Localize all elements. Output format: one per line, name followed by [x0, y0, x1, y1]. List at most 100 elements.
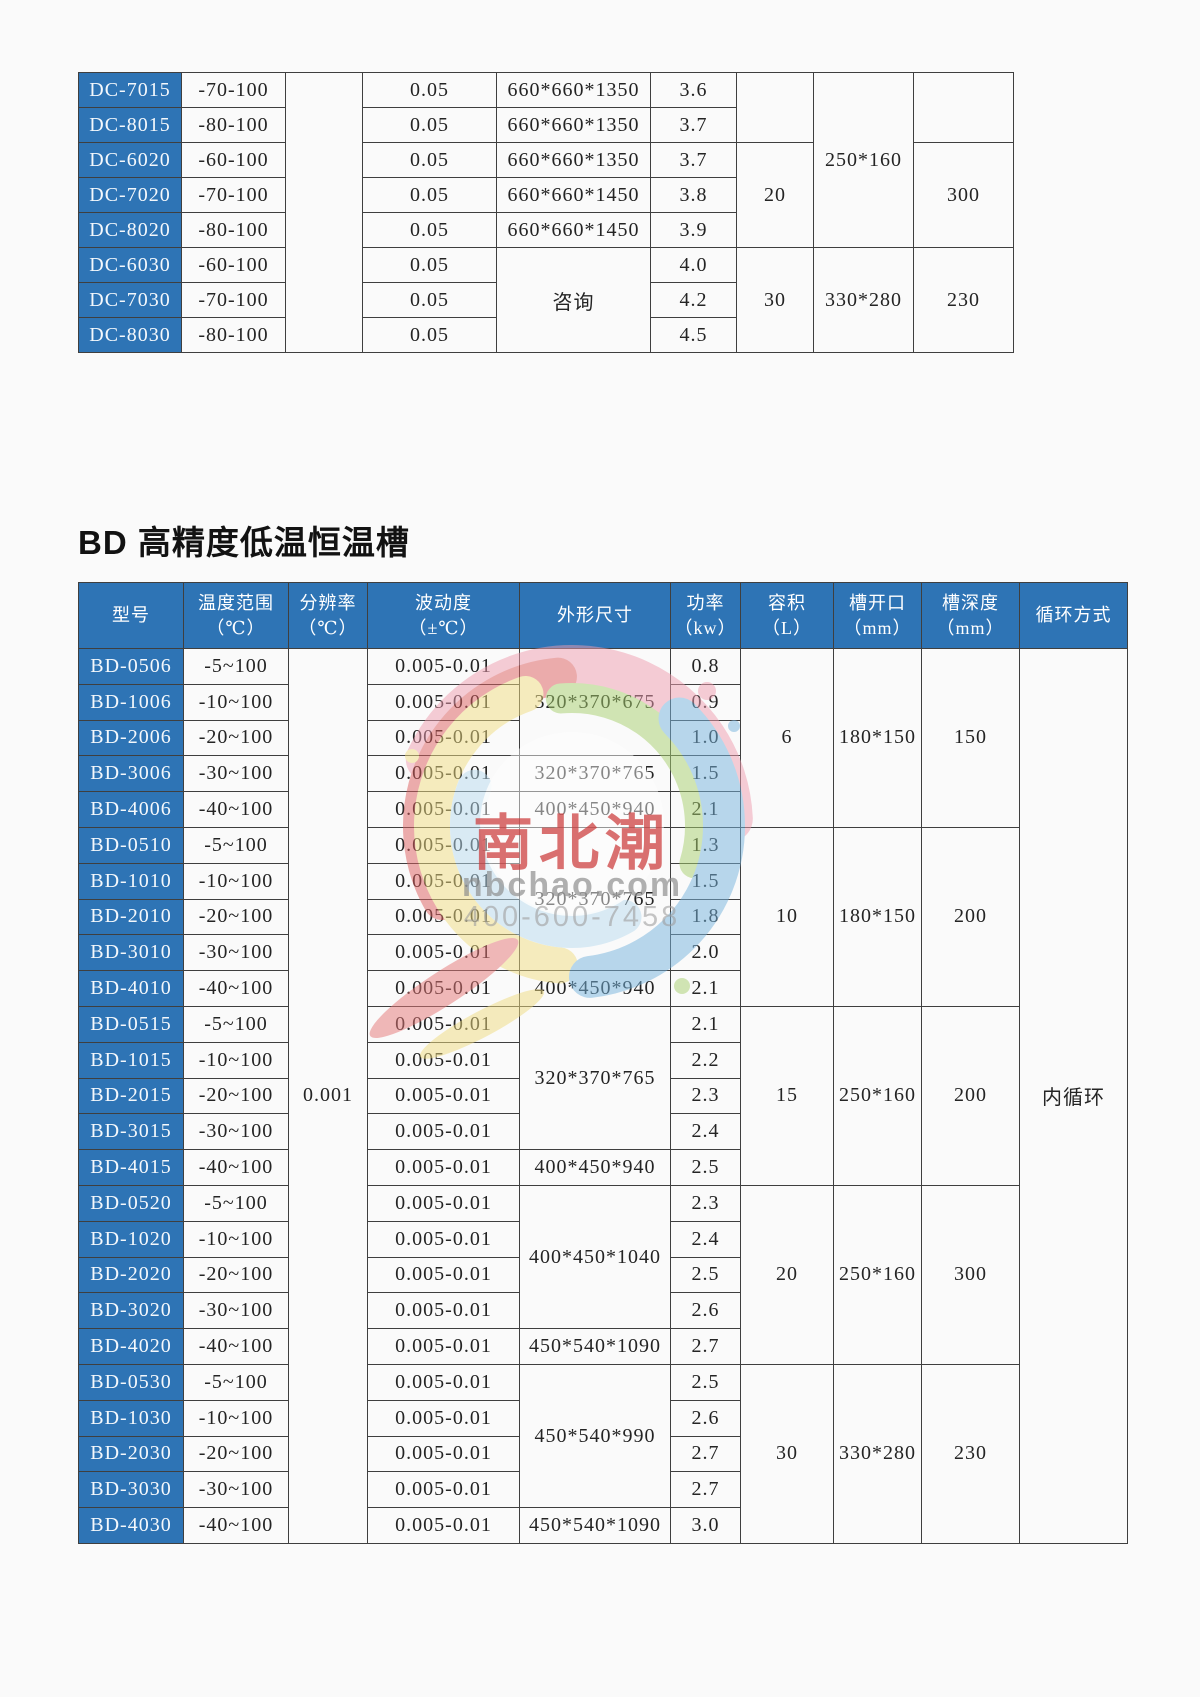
column-header: 容积 （L） [740, 582, 834, 649]
data-cell: 0.05 [362, 317, 497, 353]
model-cell: BD-2010 [78, 898, 184, 936]
data-cell: 2.1 [670, 970, 741, 1007]
data-cell: -20~100 [183, 1435, 289, 1473]
column-header-line: 型号 [112, 605, 150, 625]
column-header: 外形尺寸 [519, 582, 671, 649]
data-cell: 4.2 [650, 282, 737, 318]
data-cell: 0.005-0.01 [367, 934, 520, 972]
data-cell: 330*280 [833, 1363, 922, 1544]
data-cell: 3.0 [670, 1507, 741, 1544]
column-header: 型号 [78, 582, 184, 649]
data-cell: 2.4 [670, 1220, 741, 1258]
data-cell: 320*370*765 [519, 1005, 671, 1151]
data-cell: 0.9 [670, 683, 741, 721]
data-cell: -70-100 [181, 282, 286, 318]
table-row: DC-7015 -70-100 0.05 660*660*1350 3.6 250*160 [78, 72, 1014, 353]
column-header-line: （±℃） [408, 617, 479, 638]
data-cell: 230 [921, 1363, 1020, 1544]
data-cell: 0.005-0.01 [367, 1113, 520, 1151]
model-cell: BD-1010 [78, 862, 184, 900]
data-cell: 3.7 [650, 142, 737, 178]
model-cell: DC-7020 [78, 177, 182, 213]
data-cell: 0.005-0.01 [367, 1399, 520, 1437]
column-header: 槽开口 （mm） [833, 582, 922, 649]
bd-series-spec-table: 型号 温度范围 （℃） 分辨率 （℃） 波动度 （±℃） 外形尺寸 功率 （kw） 容积 （L） 槽开口… [78, 582, 1128, 1544]
data-cell: 2.2 [670, 1041, 741, 1079]
data-cell [913, 72, 1014, 143]
data-cell: -30~100 [183, 934, 289, 972]
data-cell: 0.005-0.01 [367, 1328, 520, 1365]
model-cell: BD-3010 [78, 934, 184, 972]
data-cell: -40~100 [183, 1328, 289, 1365]
model-cell: DC-6020 [78, 142, 182, 178]
data-cell: 0.005-0.01 [367, 719, 520, 757]
column-header-line: 槽深度 [942, 592, 999, 613]
data-cell: -70-100 [181, 72, 286, 108]
data-cell: -20~100 [183, 1256, 289, 1294]
model-cell: BD-1006 [78, 683, 184, 721]
data-cell: 2.5 [670, 1363, 741, 1401]
data-cell: 0.005-0.01 [367, 1041, 520, 1079]
column-header-line: 循环方式 [1035, 605, 1112, 625]
column-header-line: 分辨率 [299, 592, 357, 613]
data-cell: 0.05 [362, 142, 497, 178]
data-cell: -10~100 [183, 683, 289, 721]
model-cell: DC-7015 [78, 72, 182, 108]
data-cell: -70-100 [181, 177, 286, 213]
table-row: BD-2030 -20~100 0.005-0.01 2.7 [78, 1435, 1128, 1473]
data-cell: 0.005-0.01 [367, 1471, 520, 1509]
data-cell: 2.0 [670, 934, 741, 972]
data-cell: 400*450*940 [519, 970, 671, 1007]
data-cell: 200 [921, 826, 1020, 1007]
model-cell: BD-2006 [78, 719, 184, 757]
column-header-line: 波动度 [415, 592, 472, 613]
data-cell: 180*150 [833, 648, 922, 828]
data-cell: 450*540*990 [519, 1363, 671, 1509]
table-row: BD-3030 -30~100 0.005-0.01 2.7 [78, 1471, 1128, 1509]
data-cell: -30~100 [183, 1292, 289, 1330]
data-cell: 0.005-0.01 [367, 1363, 520, 1401]
data-cell: 2.6 [670, 1292, 741, 1330]
model-cell: DC-8015 [78, 107, 182, 143]
data-cell: 0.005-0.01 [367, 683, 520, 721]
data-cell: 0.05 [362, 107, 497, 143]
data-cell: 450*540*1090 [519, 1507, 671, 1544]
data-cell: 2.1 [670, 1005, 741, 1043]
data-cell: 250*160 [833, 1184, 922, 1365]
data-cell: 320*370*765 [519, 826, 671, 972]
data-cell: 4.5 [650, 317, 737, 353]
data-cell: 1.5 [670, 755, 741, 793]
data-cell: 180*150 [833, 826, 922, 1007]
table-row: DC-6030 -60-100 0.05 咨询 4.0 30 330*280 230 [78, 247, 1014, 353]
data-cell: -40~100 [183, 1507, 289, 1544]
data-cell: -30~100 [183, 1113, 289, 1151]
data-cell: -80-100 [181, 212, 286, 248]
data-cell: 3.8 [650, 177, 737, 213]
data-cell: 1.8 [670, 898, 741, 936]
model-cell: BD-4010 [78, 970, 184, 1007]
data-cell: 660*660*1350 [496, 107, 651, 143]
data-cell: 0.005-0.01 [367, 1507, 520, 1544]
table-row: BD-0520 -5~100 0.005-0.01 400*450*1040 2.3 20… [78, 1184, 1128, 1365]
data-cell: 0.005-0.01 [367, 1256, 520, 1294]
model-cell: BD-2020 [78, 1256, 184, 1294]
data-cell: -80-100 [181, 107, 286, 143]
dc-table-container: DC-7015 -70-100 0.05 660*660*1350 3.6 250*160… [78, 72, 1014, 353]
column-header-line: （mm） [936, 617, 1005, 638]
data-cell: 内循环 [1019, 648, 1128, 1544]
data-cell: 0.005-0.01 [367, 755, 520, 793]
data-cell: -20~100 [183, 898, 289, 936]
data-cell: 660*660*1350 [496, 72, 651, 108]
model-cell: BD-4015 [78, 1149, 184, 1186]
data-cell: 0.005-0.01 [367, 1292, 520, 1330]
column-header-line: 外形尺寸 [557, 605, 633, 625]
data-cell: 0.005-0.01 [367, 1220, 520, 1258]
table-row: BD-0515 -5~100 0.005-0.01 320*370*765 2.1 15 2… [78, 1005, 1128, 1186]
column-header: 温度范围 （℃） [183, 582, 289, 649]
model-cell: BD-4030 [78, 1507, 184, 1544]
data-cell: -60-100 [181, 247, 286, 283]
data-cell: 2.7 [670, 1471, 741, 1509]
table-row: DC-6020 -60-100 0.05 660*660*1350 3.7 20 300 [78, 142, 1014, 248]
data-cell: 10 [740, 826, 834, 1007]
data-cell: 660*660*1350 [496, 142, 651, 178]
